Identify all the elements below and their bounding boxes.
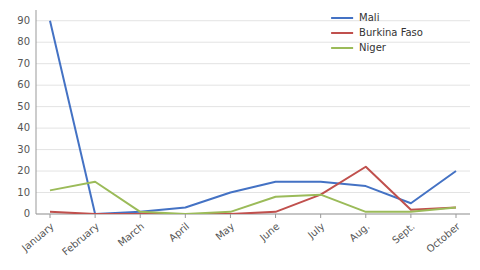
y-tick-label: 80 <box>17 36 30 47</box>
x-tick-label: April <box>167 221 192 244</box>
legend-swatch <box>331 32 353 34</box>
x-tick-label: March <box>116 221 146 249</box>
x-tick-label: Aug. <box>347 221 371 244</box>
x-tick <box>320 214 321 218</box>
legend-swatch <box>331 47 353 49</box>
grid-line <box>36 149 470 150</box>
x-tick <box>230 214 231 218</box>
y-tick-label: 50 <box>17 101 30 112</box>
x-tick <box>365 214 366 218</box>
legend-label: Burkina Faso <box>359 27 423 38</box>
x-tick-label: October <box>424 220 462 255</box>
legend: Mali Burkina Faso Niger <box>331 12 423 53</box>
x-tick-label: June <box>257 221 282 244</box>
y-tick-label: 20 <box>17 165 30 176</box>
y-tick-label: 40 <box>17 122 30 133</box>
grid <box>36 21 470 214</box>
grid-line <box>36 42 470 43</box>
grid-line <box>36 20 470 21</box>
grid-line <box>36 171 470 172</box>
y-tick-label: 30 <box>17 144 30 155</box>
legend-swatch <box>331 17 353 19</box>
x-tick-label: February <box>60 221 101 258</box>
chart: 0 10 20 30 40 50 60 70 80 90 JanuaryFebruary March A… <box>0 0 480 270</box>
grid-line <box>36 128 470 129</box>
series-line <box>50 21 456 214</box>
grid-line <box>36 63 470 64</box>
x-tick <box>275 214 276 218</box>
series-line <box>50 182 456 214</box>
grid-line <box>36 85 470 86</box>
x-tick <box>95 214 96 218</box>
x-tick <box>410 214 411 218</box>
legend-label: Niger <box>359 42 387 53</box>
y-tick-label: 60 <box>17 79 30 90</box>
y-tick-label: 10 <box>17 187 30 198</box>
y-tick-label: 70 <box>17 58 30 69</box>
legend-label: Mali <box>359 12 379 23</box>
y-tick-label: 0 <box>24 208 30 219</box>
x-tick-label: May <box>213 221 236 243</box>
y-axis <box>36 10 37 214</box>
x-tick-label: July <box>305 221 327 242</box>
x-tick <box>456 214 457 218</box>
x-tick <box>140 214 141 218</box>
series-line <box>50 167 456 214</box>
x-tick <box>50 214 51 218</box>
grid-line <box>36 192 470 193</box>
grid-line <box>36 106 470 107</box>
lines <box>50 21 456 214</box>
x-tick-label: Sept. <box>390 221 417 246</box>
y-tick-label: 90 <box>17 15 30 26</box>
x-tick <box>185 214 186 218</box>
x-tick-label: January <box>19 221 56 254</box>
